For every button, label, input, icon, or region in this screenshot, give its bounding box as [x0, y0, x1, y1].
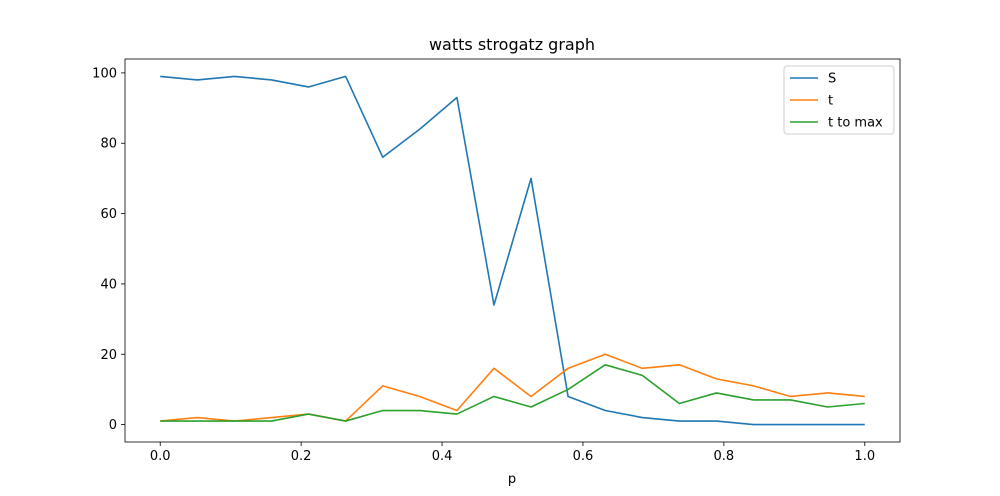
legend-box	[783, 65, 895, 135]
legend-label: S	[828, 72, 836, 87]
x-tick-label: 1.0	[854, 449, 875, 464]
axes-frame	[124, 58, 901, 443]
x-tick-label: 0.4	[432, 449, 453, 464]
series-line-t	[160, 353, 865, 422]
y-tick-label: 40	[100, 277, 117, 292]
plot-area: 0.0 0.2 0.4 0.6 0.8 1.0 0 20 40 60 80 100	[92, 58, 901, 464]
y-tick-label: 80	[100, 137, 117, 152]
x-axis-label: p	[508, 472, 516, 487]
y-tick-label: 20	[100, 348, 117, 363]
y-tick-label: 60	[100, 207, 117, 222]
x-tick-label: 0.2	[291, 449, 312, 464]
x-tick-label: 0.8	[714, 449, 735, 464]
x-tick-label: 0.6	[573, 449, 594, 464]
series-line-t-to-max	[160, 363, 865, 422]
x-tick-label: 0.0	[150, 449, 171, 464]
y-tick-label: 0	[109, 418, 117, 433]
legend-label: t to max	[828, 116, 883, 131]
legend: St t to max	[783, 65, 895, 135]
series-line-s	[160, 75, 865, 426]
y-tick-label: 100	[92, 66, 117, 81]
legend-label: t	[828, 94, 833, 109]
chart-title: watts strogatz graph	[429, 35, 595, 54]
